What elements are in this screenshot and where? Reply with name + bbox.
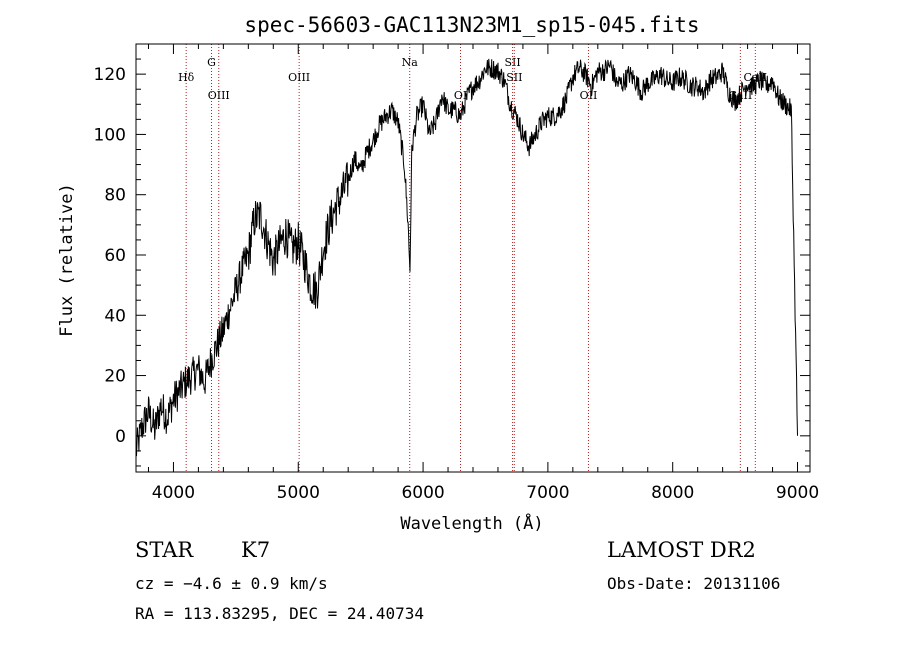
coordinates: RA = 113.83295, DEC = 24.40734 bbox=[135, 604, 424, 623]
spectral-line-label: SII bbox=[506, 71, 522, 84]
spectral-line-label: Na bbox=[402, 56, 419, 69]
x-tick-label: 7000 bbox=[526, 483, 569, 503]
spectral-line-label: OIII bbox=[288, 71, 310, 84]
x-tick-label: 5000 bbox=[277, 483, 320, 503]
y-tick-label: 20 bbox=[104, 367, 126, 387]
observation-date: Obs-Date: 20131106 bbox=[607, 574, 781, 593]
x-axis-label: Wavelength (Å) bbox=[400, 512, 543, 534]
y-tick-label: 40 bbox=[104, 306, 126, 326]
axis-ticks: 4000 5000 6000 7000 8000 9000 0 20 40 60 80 100 120 bbox=[94, 43, 819, 503]
survey-name: LAMOST DR2 bbox=[607, 538, 756, 562]
redshift-velocity: cz = −4.6 ± 0.9 km/s bbox=[135, 574, 328, 593]
x-tick-label: 4000 bbox=[152, 483, 195, 503]
spectral-line-label: Hδ bbox=[178, 71, 195, 84]
x-tick-label: 9000 bbox=[776, 483, 819, 503]
x-tick-label: 6000 bbox=[401, 483, 444, 503]
plot-frame bbox=[135, 43, 811, 473]
y-tick-label: 120 bbox=[94, 65, 126, 85]
y-tick-label: 100 bbox=[94, 125, 126, 145]
y-tick-label: 0 bbox=[115, 427, 126, 447]
spectral-line-label: G bbox=[207, 56, 216, 69]
spectral-line-label: OII bbox=[580, 89, 598, 102]
spectral-line-label: OIII bbox=[208, 89, 230, 102]
y-tick-label: 60 bbox=[104, 246, 126, 266]
object-class: STAR bbox=[135, 538, 194, 562]
y-axis-label: Flux (relative) bbox=[57, 183, 77, 337]
chart-title: spec-56603-GAC113N23M1_sp15-045.fits bbox=[244, 13, 699, 37]
spectrum-line bbox=[135, 58, 798, 457]
y-tick-label: 80 bbox=[104, 186, 126, 206]
spectral-line-label: SII bbox=[504, 56, 520, 69]
spectral-line-label: OI bbox=[454, 89, 467, 102]
object-subclass: K7 bbox=[241, 538, 271, 562]
x-tick-label: 8000 bbox=[651, 483, 694, 503]
